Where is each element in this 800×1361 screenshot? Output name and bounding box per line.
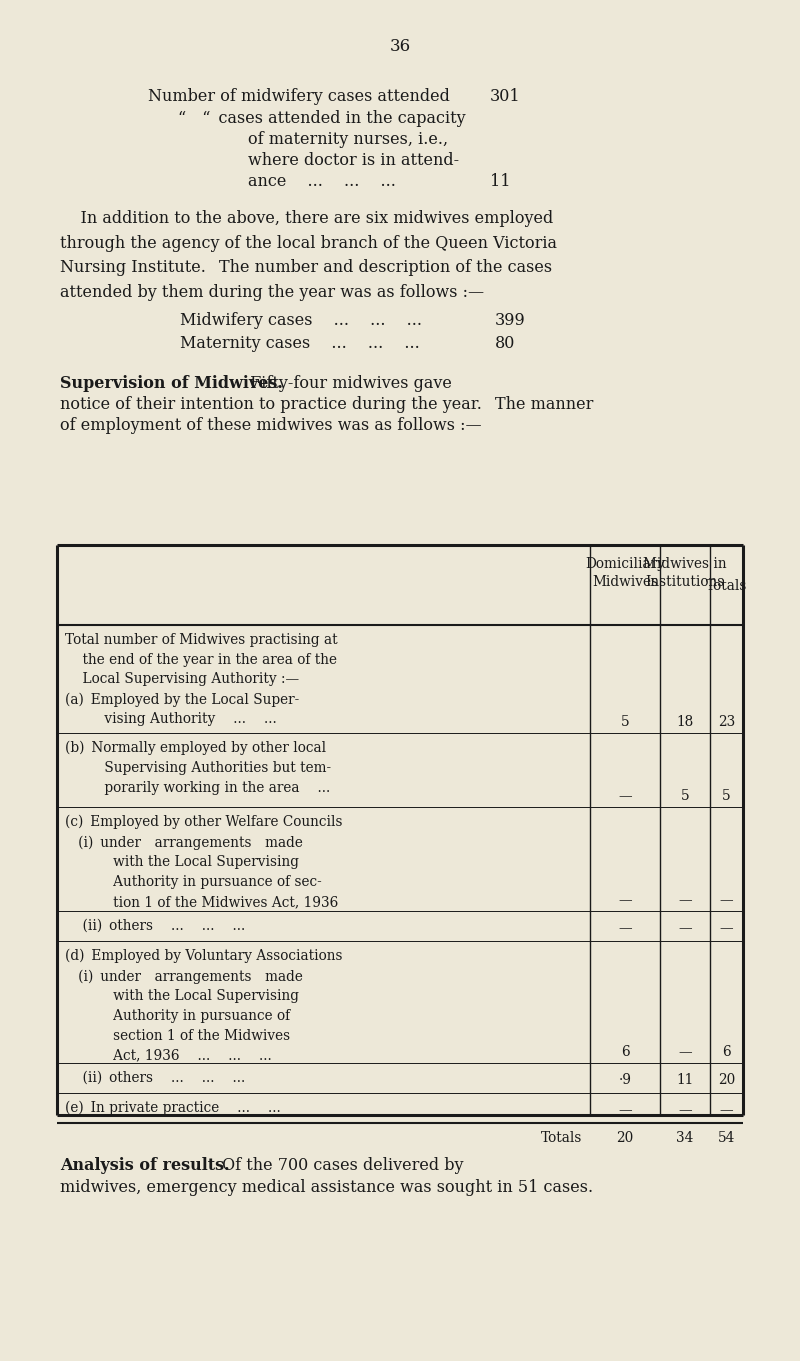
Text: (ii) others  ...  ...  ...: (ii) others ... ... ... — [65, 919, 246, 934]
Text: ance  ...  ...  ...: ance ... ... ... — [248, 173, 396, 191]
Text: midwives, emergency medical assistance was sought in 51 cases.: midwives, emergency medical assistance w… — [60, 1179, 593, 1196]
Text: 11: 11 — [490, 173, 510, 191]
Text: of employment of these midwives was as follows :—: of employment of these midwives was as f… — [60, 416, 482, 434]
Text: “ “ cases attended in the capacity: “ “ cases attended in the capacity — [178, 110, 466, 127]
Text: 5: 5 — [722, 789, 731, 803]
Text: Domiciliary
Midwives: Domiciliary Midwives — [585, 557, 665, 589]
Text: 36: 36 — [390, 38, 410, 54]
Text: 6: 6 — [621, 1045, 630, 1059]
Text: Analysis of results.: Analysis of results. — [60, 1157, 230, 1175]
Text: 11: 11 — [676, 1072, 694, 1087]
Text: —: — — [618, 921, 632, 935]
Text: (e) In private practice  ...  ...: (e) In private practice ... ... — [65, 1101, 281, 1116]
Text: 34: 34 — [676, 1131, 694, 1145]
Text: 23: 23 — [718, 715, 735, 729]
Text: ·9: ·9 — [618, 1072, 631, 1087]
Text: of maternity nurses, i.e.,: of maternity nurses, i.e., — [248, 131, 448, 148]
Text: Totals: Totals — [541, 1131, 582, 1145]
Text: —: — — [618, 1102, 632, 1117]
Text: —: — — [678, 921, 692, 935]
Text: 399: 399 — [495, 312, 526, 329]
Text: (b) Normally employed by other local
         Supervising Authorities but tem-
 : (b) Normally employed by other local Sup… — [65, 740, 331, 795]
Text: Maternity cases  ...  ...  ...: Maternity cases ... ... ... — [180, 335, 420, 352]
Text: Midwifery cases  ...  ...  ...: Midwifery cases ... ... ... — [180, 312, 422, 329]
Text: —: — — [720, 893, 734, 906]
Text: (ii) others  ...  ...  ...: (ii) others ... ... ... — [65, 1071, 246, 1085]
Text: 80: 80 — [495, 335, 515, 352]
Text: 6: 6 — [722, 1045, 731, 1059]
Text: Number of midwifery cases attended: Number of midwifery cases attended — [148, 88, 450, 105]
Text: 20: 20 — [718, 1072, 735, 1087]
Text: notice of their intention to practice during the year.  The manner: notice of their intention to practice du… — [60, 396, 594, 412]
Text: 5: 5 — [681, 789, 690, 803]
Text: —: — — [678, 893, 692, 906]
Text: (d) Employed by Voluntary Associations
   (i) under arrangements made
          : (d) Employed by Voluntary Associations (… — [65, 949, 342, 1063]
Text: —: — — [678, 1045, 692, 1059]
Text: (c) Employed by other Welfare Councils
   (i) under arrangements made
          : (c) Employed by other Welfare Councils (… — [65, 815, 342, 909]
Text: —: — — [618, 789, 632, 803]
Text: —: — — [618, 893, 632, 906]
Text: —: — — [678, 1102, 692, 1117]
Text: Total number of Midwives practising at
    the end of the year in the area of th: Total number of Midwives practising at t… — [65, 633, 338, 727]
Text: Supervision of Midwives.: Supervision of Midwives. — [60, 376, 283, 392]
Text: —: — — [720, 921, 734, 935]
Text: 18: 18 — [676, 715, 694, 729]
Text: Of the 700 cases delivered by: Of the 700 cases delivered by — [217, 1157, 463, 1175]
Text: where doctor is in attend-: where doctor is in attend- — [248, 152, 459, 169]
Text: 54: 54 — [718, 1131, 735, 1145]
Text: 20: 20 — [616, 1131, 634, 1145]
Text: —: — — [720, 1102, 734, 1117]
Text: Totals: Totals — [706, 578, 747, 593]
Text: In addition to the above, there are six midwives employed
through the agency of : In addition to the above, there are six … — [60, 210, 557, 301]
Text: Midwives in
Institutions: Midwives in Institutions — [643, 557, 727, 589]
Text: 301: 301 — [490, 88, 521, 105]
Text: 5: 5 — [621, 715, 630, 729]
Text: Fifty-four midwives gave: Fifty-four midwives gave — [245, 376, 452, 392]
